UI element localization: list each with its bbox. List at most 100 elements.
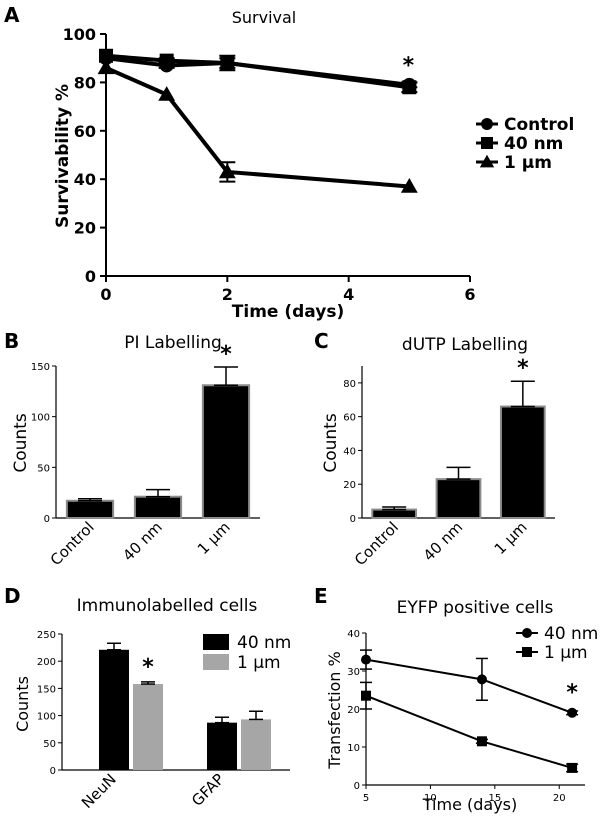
- data-point: [567, 707, 578, 718]
- data-point: [158, 86, 176, 101]
- y-tick-label: 100: [37, 712, 56, 723]
- y-tick-label: 80: [343, 379, 356, 390]
- bar-series-2: [133, 684, 163, 770]
- y-tick-label: 0: [50, 766, 56, 777]
- series-line-1: [365, 694, 573, 769]
- y-tick-label: 20: [74, 219, 96, 238]
- data-point: [220, 56, 235, 71]
- y-axis-label: Counts: [11, 413, 31, 472]
- chart-title: dUTP Labelling: [402, 335, 528, 355]
- x-tick-label: 20: [553, 793, 566, 804]
- y-tick-label: 40: [343, 446, 356, 457]
- legend-swatch: [203, 654, 229, 670]
- y-tick-label: 0: [85, 267, 96, 286]
- panel-a-survival-chart: A Survival 0 20 40 60 80 100 0 2 4 6 Time (days) Surv…: [4, 3, 574, 322]
- x-tick-label: 2: [222, 285, 233, 304]
- data-point: [99, 48, 113, 63]
- chart-title: Immunolabelled cells: [77, 596, 258, 616]
- x-tick-label: Control: [351, 518, 402, 569]
- data-point: [97, 59, 115, 75]
- y-tick-label: 20: [347, 705, 360, 716]
- chart-title: EYFP positive cells: [397, 598, 554, 618]
- bar: [133, 495, 183, 520]
- legend-marker: [522, 628, 532, 638]
- panel-letter-d: D: [4, 584, 21, 608]
- x-tick-label: 40 nm: [420, 518, 467, 565]
- significance-marker: *: [403, 53, 415, 78]
- significance-marker: *: [566, 681, 578, 706]
- chart-title: PI Labelling: [124, 333, 222, 353]
- significance-marker: *: [517, 356, 529, 381]
- error-bar: [446, 466, 471, 480]
- legend-label: 40 nm: [544, 624, 598, 644]
- bar: [65, 499, 115, 520]
- series-line-0: [365, 658, 573, 714]
- x-axis-label: Time (days): [422, 795, 518, 814]
- error-bar: [107, 642, 121, 651]
- x-tick-label: 1 µm: [491, 518, 531, 558]
- y-tick-label: 80: [74, 73, 96, 92]
- bar: [201, 384, 251, 519]
- data-point: [361, 690, 371, 701]
- legend-label: 1 µm: [237, 653, 281, 673]
- data-point: [159, 53, 174, 68]
- y-tick-label: 50: [43, 739, 56, 750]
- x-tick-label: 10: [424, 793, 437, 804]
- data-point: [218, 163, 236, 179]
- error-bar: [249, 710, 263, 721]
- y-tick-label: 20: [343, 480, 356, 491]
- bar-series-2: [241, 719, 271, 770]
- y-tick-label: 250: [37, 630, 56, 641]
- panel-letter-b: B: [4, 329, 19, 353]
- y-axis-label: Counts: [13, 676, 32, 732]
- panel-letter-c: C: [314, 329, 329, 353]
- x-tick-label: 6: [464, 285, 475, 304]
- y-tick-label: 40: [347, 629, 360, 640]
- x-tick-label: NeuN: [78, 770, 120, 812]
- x-tick-label: GFAP: [188, 770, 228, 810]
- error-bar: [214, 366, 238, 387]
- x-axis-label: Time (days): [232, 302, 344, 322]
- legend-label: Control: [504, 115, 574, 135]
- significance-marker: *: [142, 655, 154, 680]
- y-tick-label: 30: [347, 667, 360, 678]
- legend-label: 40 nm: [504, 134, 563, 154]
- error-bar: [510, 380, 535, 408]
- significance-marker: *: [220, 342, 232, 367]
- legend-label: 1 µm: [504, 153, 552, 173]
- y-tick-label: 0: [354, 781, 360, 792]
- y-tick-label: 0: [350, 514, 356, 525]
- panel-e-eyfp-positive-cells-chart: E EYFP positive cells 0 10 20 30 40 5 10 15 20 Time…: [314, 584, 598, 814]
- bar-series-1: [99, 649, 129, 770]
- legend-swatch: [203, 634, 229, 650]
- data-point: [476, 674, 487, 685]
- y-axis-label: Transfection %: [325, 651, 344, 770]
- data-point: [400, 178, 418, 193]
- error-bar: [141, 681, 155, 685]
- series-line-1: [105, 53, 410, 90]
- y-tick-label: 0: [44, 514, 50, 525]
- y-tick-label: 150: [37, 684, 56, 695]
- data-point: [476, 736, 487, 747]
- panel-d-immunolabelled-cells-chart: D Immunolabelled cells 0 50 100 150 200 250 NeuN…: [4, 584, 291, 812]
- x-tick-label: 15: [488, 793, 501, 804]
- legend-label: 1 µm: [544, 643, 588, 663]
- data-point: [402, 80, 417, 95]
- y-tick-label: 100: [31, 413, 50, 424]
- panel-letter-a: A: [4, 3, 20, 27]
- bar-series-1: [207, 722, 237, 770]
- y-axis-label: Survivability %: [53, 84, 73, 228]
- x-tick-label: 5: [363, 793, 369, 804]
- legend-marker: [481, 137, 493, 149]
- error-bar: [382, 506, 407, 511]
- data-point: [361, 654, 371, 665]
- panel-b-pi-labelling-chart: B PI Labelling 0 50 100 150 Control 40 nm 1 µm * C…: [4, 329, 260, 569]
- panel-letter-e: E: [314, 584, 328, 608]
- y-tick-label: 200: [37, 657, 56, 668]
- y-tick-label: 60: [343, 413, 356, 424]
- series-line-2: [105, 66, 410, 189]
- bar: [371, 508, 418, 519]
- x-tick-label: Control: [47, 518, 98, 569]
- x-tick-label: 1 µm: [194, 518, 234, 558]
